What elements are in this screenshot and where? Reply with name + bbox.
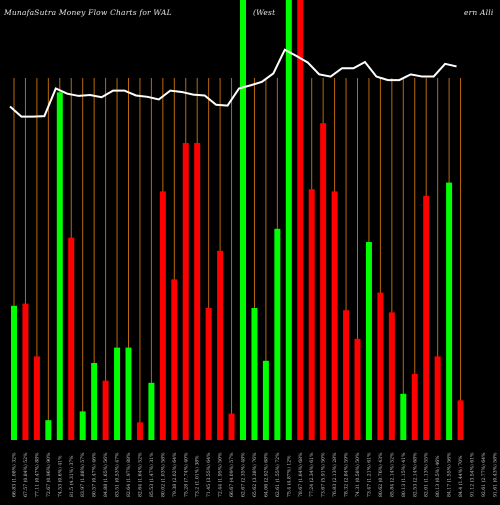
bar (285, 0, 292, 440)
bar (343, 310, 350, 440)
x-tick-label: 82.64 (1.64%) 52% (136, 452, 143, 497)
x-tick-label: 82.01 (1.13%) 55% (423, 452, 430, 497)
x-tick-label: 84.17 (1.55%) 56% (446, 452, 453, 497)
x-tick-label: 74.31 (0.58%) 50% (354, 452, 361, 497)
x-tick-label: 67.57 (0.84%) 52% (22, 452, 29, 497)
chart-title: MunafaSutra Money Flow Charts for WAL (4, 8, 172, 17)
bar (308, 189, 315, 440)
x-tick-label: 74.53 (0.6%) 41% (56, 455, 63, 497)
x-tick-label: 73.2 (1.01%) 38% (194, 455, 201, 497)
x-tick-label: 76.83 (2.13%) 28% (331, 452, 338, 497)
bar (148, 382, 155, 440)
bar (136, 422, 143, 440)
bar (251, 308, 258, 440)
bar (125, 347, 132, 440)
bar (159, 191, 166, 440)
x-tick-label: 77.24 (2.34%) 61% (308, 452, 315, 497)
bar (446, 182, 453, 440)
bar (102, 380, 109, 440)
bar (377, 292, 384, 440)
x-tick-label: 65.62 (3.38%) 76% (251, 452, 258, 497)
x-tick-label: 62.67 (2.35%) 48% (240, 452, 247, 497)
x-tick-label: 82.53 (2.14%) 68% (411, 452, 418, 497)
bar (423, 195, 430, 440)
x-tick-label: 91.12 (3.54%) 61% (469, 452, 476, 497)
x-tick-label: 92.61 (2.77%) 64% (480, 452, 487, 497)
bar (68, 237, 75, 440)
bar (365, 242, 372, 440)
bar (320, 123, 327, 440)
flow-line (9, 48, 457, 118)
bar (171, 279, 178, 440)
bar (11, 305, 17, 440)
x-tick-label: 66.83 (1.08%) 32% (11, 452, 18, 497)
bar (22, 303, 29, 440)
bar (56, 92, 63, 441)
bar (274, 228, 281, 440)
bar (91, 363, 98, 440)
bar (79, 411, 86, 440)
x-tick-label: 71.45 (3.55%) 64% (205, 452, 212, 497)
x-tick-label: 82.64 (1.97%) 88% (125, 452, 132, 497)
x-tick-label: 80.62 (0.76%) 43% (377, 452, 384, 497)
x-tick-label: 81.5 (4.31%) 37% (68, 455, 75, 497)
bar (457, 400, 464, 440)
x-tick-label: 83.97 (1.88%) 57% (79, 452, 86, 497)
bar (240, 0, 246, 440)
bar (297, 0, 304, 440)
x-tick-label: 79.38 (2.02%) 64% (171, 452, 178, 497)
bar (411, 374, 418, 440)
x-tick-label: 78.32 (2.84%) 59% (343, 452, 350, 497)
x-tick-label: 64.06 (2.92%) 68% (262, 452, 269, 497)
bar (388, 312, 395, 440)
x-tick-label: 72.44 (1.95%) 50% (217, 452, 224, 497)
x-tick-label: 85.53 (1.47%) 31% (148, 452, 155, 497)
bar (205, 308, 212, 440)
x-tick-label: 77.11 (0.47%) 88% (33, 452, 40, 497)
x-tick-label: 84.4 (1.44%) 70% (457, 455, 464, 497)
x-tick-label: 73.67 (5.91%) 50% (320, 452, 327, 497)
bar (354, 338, 361, 440)
x-tick-label: 84.88 (1.65%) 56% (102, 452, 109, 497)
x-tick-label: 80.02 (1.03%) 58% (159, 452, 166, 497)
x-tick-label: 75.4 (4.87%) 12% (285, 455, 292, 497)
chart-title-company-cont: ern Alli (464, 8, 494, 17)
bar (400, 393, 407, 440)
chart-title-company: (West (253, 8, 276, 17)
bar (33, 356, 40, 440)
x-tick-label: 75.28 (7.74%) 40% (182, 452, 189, 497)
bar (182, 143, 189, 440)
x-tick-label: 83.51 (0.53%) 47% (114, 452, 121, 497)
bar (45, 420, 52, 440)
x-tick-label: 80.13 (0.5%) 46% (434, 455, 441, 497)
x-tick-label: 91.61 (0.43%) 58% (491, 452, 498, 497)
bar (228, 413, 235, 440)
bar (434, 356, 441, 440)
x-tick-label: 80.13 (1.15%) 41% (400, 452, 407, 497)
x-tick-label: 72.67 (0.96%) 90% (45, 452, 52, 497)
x-tick-label: 78.67 (1.64%) 68% (297, 452, 304, 497)
bar (331, 191, 338, 440)
x-tick-label: 62.61 (1.55%) 72% (274, 452, 281, 497)
bar (114, 347, 121, 440)
x-tick-label: 80.57 (0.47%) 46% (91, 452, 98, 497)
x-tick-label: 66.67 (4.09%) 57% (228, 452, 235, 497)
bar (194, 143, 201, 440)
x-tick-label: 85.84 (2.14%) 52% (388, 452, 395, 497)
x-tick-label: 73.47 (1.21%) 61% (365, 452, 372, 497)
bar (262, 360, 269, 440)
bar (217, 250, 224, 440)
